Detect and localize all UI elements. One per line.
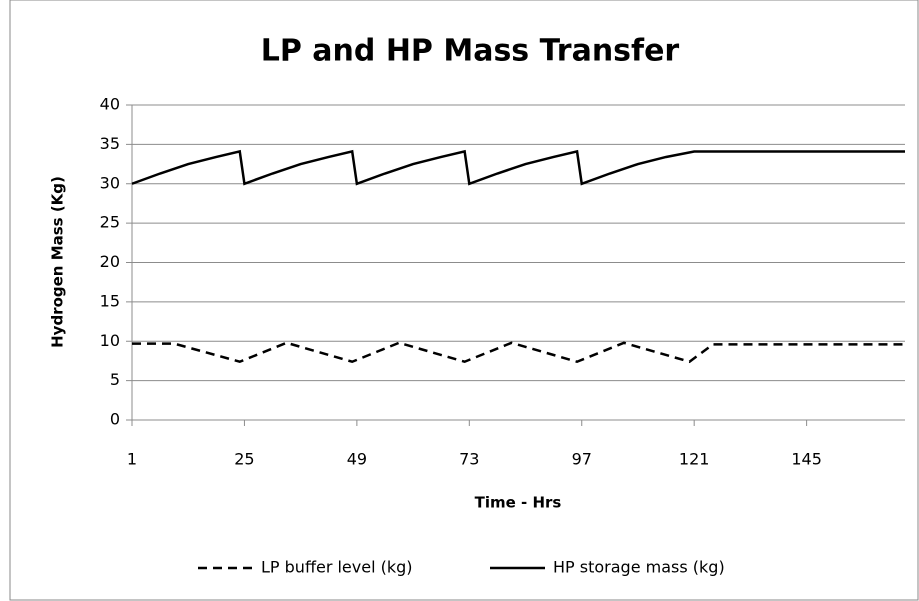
y-tick-label: 20 xyxy=(100,252,120,271)
x-tick-label: 73 xyxy=(459,450,479,469)
y-tick-label: 30 xyxy=(100,173,120,192)
x-tick-label: 25 xyxy=(234,450,254,469)
legend-label: HP storage mass (kg) xyxy=(553,558,725,577)
y-tick-label: 10 xyxy=(100,331,120,350)
x-tick-label: 97 xyxy=(572,450,592,469)
x-tick-label: 121 xyxy=(679,450,710,469)
y-tick-label: 5 xyxy=(110,370,120,389)
y-axis-title: Hydrogen Mass (Kg) xyxy=(49,176,67,348)
y-tick-label: 0 xyxy=(110,410,120,429)
x-tick-label: 145 xyxy=(791,450,822,469)
chart-title: LP and HP Mass Transfer xyxy=(261,34,680,69)
x-tick-label: 49 xyxy=(347,450,367,469)
legend-label: LP buffer level (kg) xyxy=(261,558,413,577)
chart-frame xyxy=(9,0,919,601)
x-axis-title: Time - Hrs xyxy=(475,494,562,512)
series-line xyxy=(131,149,905,186)
y-tick-label: 25 xyxy=(100,213,120,232)
y-tick-label: 35 xyxy=(100,134,120,153)
y-tick-label: 15 xyxy=(100,291,120,310)
series-line xyxy=(132,341,905,364)
y-tick-label: 40 xyxy=(100,95,120,114)
x-tick-label: 1 xyxy=(127,450,137,469)
